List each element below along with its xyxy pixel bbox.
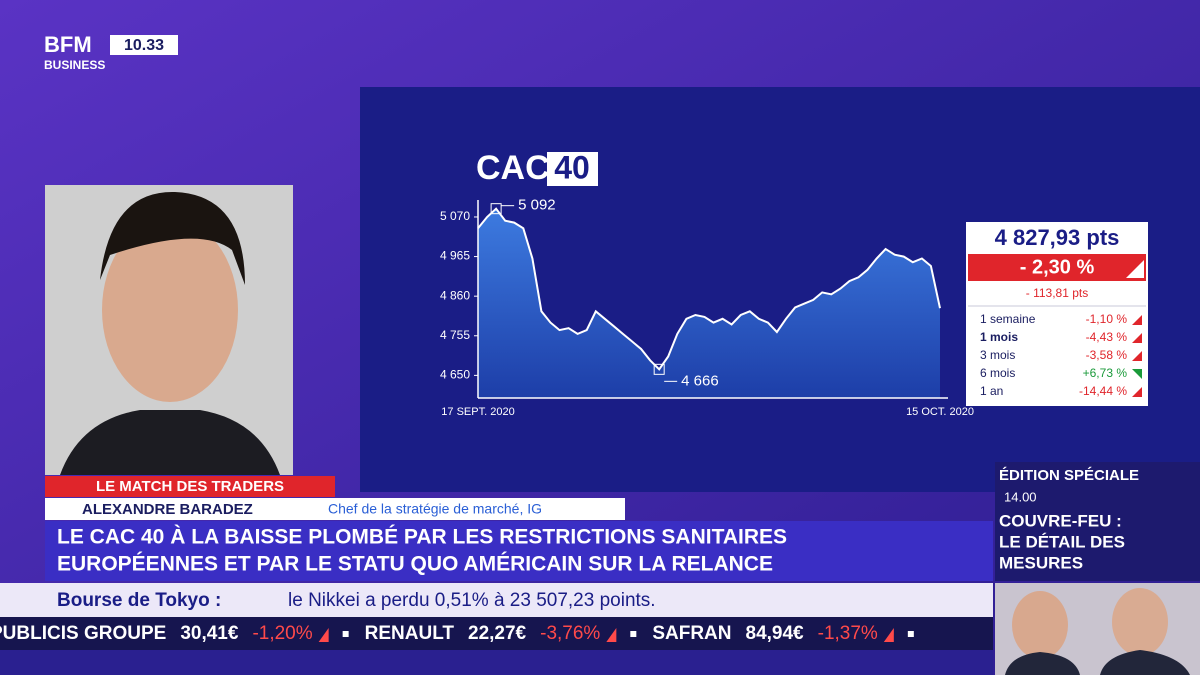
stats-change: -14,44 % — [1079, 384, 1127, 398]
area — [478, 208, 940, 398]
annotation-marker — [653, 363, 665, 375]
side-title: MESURES — [999, 553, 1083, 572]
guest-role: Chef de la stratégie de marché, IG — [328, 501, 542, 517]
side-label: ÉDITION SPÉCIALE — [999, 467, 1139, 484]
down-triangle — [1132, 351, 1142, 361]
stock-name: SAFRAN — [652, 623, 731, 644]
y-tick-label: 4 755 — [440, 328, 470, 342]
guest-suit — [60, 410, 280, 475]
stock-bar — [0, 617, 993, 650]
guest-bar — [45, 498, 625, 520]
annotation-label: 5 092 — [518, 197, 556, 214]
guest-name: ALEXANDRE BARADEZ — [82, 501, 253, 518]
stock-name: RENAULT — [365, 623, 455, 644]
stats-change: -1,10 % — [1086, 312, 1128, 326]
stock-price: 84,94€ — [746, 623, 805, 644]
headline-line: LE CAC 40 À LA BAISSE PLOMBÉ PAR LES RES… — [57, 526, 787, 549]
down-triangle — [318, 628, 329, 642]
chart-title: CAC — [476, 149, 550, 187]
y-tick-label: 4 965 — [440, 249, 470, 263]
y-tick-label: 4 650 — [440, 368, 470, 382]
footer-band — [0, 650, 993, 675]
stock-ticker: PUBLICIS GROUPE 30,41€ -1,20% RENAULT 22,27€… — [0, 623, 914, 644]
stock-price: 30,41€ — [180, 623, 239, 644]
x-tick-label: 17 SEPT. 2020 — [441, 406, 514, 418]
inset-face — [1112, 588, 1168, 656]
stats-period: 3 mois — [980, 348, 1015, 362]
down-triangle — [1132, 387, 1142, 397]
news-bar — [0, 583, 993, 617]
inset-suits — [1005, 650, 1190, 675]
stats-change: -4,43 % — [1086, 330, 1128, 344]
stats-period: 1 mois — [980, 330, 1018, 344]
up-triangle — [1132, 369, 1142, 379]
clock-box — [110, 35, 178, 55]
news-text: le Nikkei a perdu 0,51% à 23 507,23 poin… — [288, 590, 656, 611]
title-box — [547, 152, 598, 186]
logo-sub: BUSINESS — [44, 58, 105, 72]
side-time: 14.00 — [1004, 489, 1037, 504]
stock-name: PUBLICIS GROUPE — [0, 623, 166, 644]
stock-change: -1,20% — [252, 623, 312, 644]
show-bar — [45, 476, 335, 497]
stats-period: 6 mois — [980, 366, 1015, 380]
headline-bar — [45, 521, 993, 581]
stats-change: +6,73 % — [1083, 366, 1128, 380]
side-title: LE DÉTAIL DES — [999, 532, 1125, 551]
chart-title-suffix: 40 — [554, 149, 590, 185]
news-source: Bourse de Tokyo : — [57, 590, 221, 611]
separator-dot — [907, 631, 914, 637]
stats-last: 4 827,93 pts — [995, 225, 1120, 250]
stock-change: -3,76% — [540, 623, 600, 644]
y-tick-label: 5 070 — [440, 209, 470, 223]
y-tick-label: 4 860 — [440, 288, 470, 302]
stats-panel — [966, 222, 1148, 406]
line — [477, 207, 941, 371]
down-triangle — [1132, 333, 1142, 343]
guest-face — [102, 218, 238, 402]
down-triangle — [883, 628, 894, 642]
down-triangle — [606, 628, 617, 642]
stats-change-pct: - 2,30 % — [1020, 256, 1095, 278]
down-triangle — [1126, 260, 1144, 278]
annotation-marker — [490, 203, 502, 215]
stats-change-bar — [968, 254, 1146, 281]
chart: 5 070 4 965 4 860 4 755 4 650 17 SEPT. 2020 15… — [440, 197, 974, 418]
clock: 10.33 — [124, 37, 164, 54]
guest-hair — [100, 191, 245, 285]
side-title: COUVRE-FEU : — [999, 511, 1122, 530]
separator-dot — [342, 631, 349, 637]
stats-rows: 1 semaine -1,10 % 1 mois -4,43 % 3 mois -3,58… — [980, 312, 1142, 398]
stats-period: 1 semaine — [980, 312, 1036, 326]
side-panel — [995, 462, 1200, 581]
show-title: LE MATCH DES TRADERS — [96, 478, 284, 495]
down-triangle — [1132, 315, 1142, 325]
logo: BFM — [44, 32, 92, 57]
stock-price: 22,27€ — [468, 623, 527, 644]
inset-face — [1012, 591, 1068, 659]
headline-line: EUROPÉENNES ET PAR LE STATU QUO AMÉRICAI… — [57, 553, 773, 576]
stats-change-pts: - 113,81 pts — [1026, 286, 1088, 300]
stats-period: 1 an — [980, 384, 1003, 398]
annotation-label: 4 666 — [681, 372, 719, 389]
x-tick-label: 15 OCT. 2020 — [906, 406, 974, 418]
separator-dot — [630, 631, 637, 637]
stats-change: -3,58 % — [1086, 348, 1128, 362]
stock-change: -1,37% — [818, 623, 878, 644]
